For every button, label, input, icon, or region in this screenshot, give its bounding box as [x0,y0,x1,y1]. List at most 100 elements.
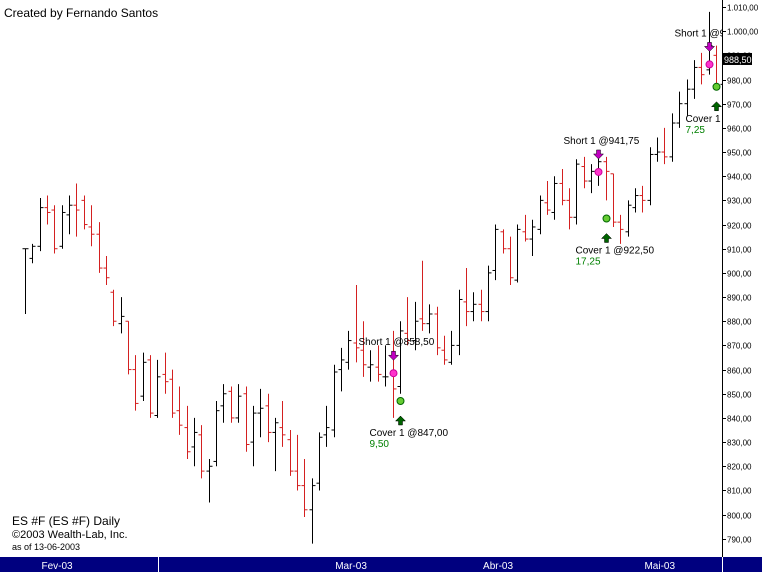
ohlc-bar [698,52,705,85]
ohlc-bar [485,265,492,322]
ohlc-bar [345,330,352,370]
ohlc-bar [96,222,103,273]
ohlc-bar [257,388,264,438]
price-tick-label: 970,00 [727,101,752,110]
ohlc-bar [132,355,139,411]
as-of-date: as of 13-06-2003 [12,542,81,552]
ohlc-bar [522,214,529,242]
ohlc-bar [559,168,566,206]
short-label: Short 1 @858,50 [359,337,435,348]
ohlc-bar [669,113,676,162]
price-tick-label: 980,00 [727,77,752,86]
ohlc-bar [191,417,198,467]
ohlc-bar [448,330,455,365]
price-tick-label: 840,00 [727,415,752,424]
short-arrow-icon [387,350,400,361]
ohlc-bar [463,268,470,327]
ohlc-bar [404,297,411,346]
ohlc-bar [639,185,646,213]
ohlc-bar [507,236,514,285]
ohlc-bar [37,197,44,252]
price-tick-label: 920,00 [727,222,752,231]
ohlc-bar [434,306,441,356]
credit-text: Created by Fernando Santos [4,6,159,20]
ohlc-bar [551,176,558,220]
ohlc-bar [198,425,205,479]
price-tick-label: 910,00 [727,246,752,255]
cover-exit-marker [712,82,721,91]
ohlc-bar [367,350,374,382]
ohlc-bar [287,430,294,476]
ohlc-bar [544,181,551,215]
cover-exit-marker [396,397,405,406]
ohlc-bar [632,188,639,213]
ohlc-bar [184,405,191,460]
ohlc-bar [250,405,257,467]
price-tick-label: 850,00 [727,391,752,400]
ohlc-bar [176,386,183,435]
cover-exit-marker [602,214,611,223]
ohlc-bar [441,335,448,365]
ohlc-bar [44,195,51,225]
symbol-info: ES #F (ES #F) Daily ©2003 Wealth-Lab, In… [12,514,128,552]
ohlc-bar [73,183,80,237]
ohlc-bar [331,364,338,438]
ohlc-bar [419,260,426,331]
short-entry-marker [594,167,603,176]
ohlc-bar [456,289,463,356]
profit-label: 9,50 [370,439,390,450]
ohlc-bar [140,352,147,402]
price-tick-label: 950,00 [727,149,752,158]
ohlc-bar [309,478,316,544]
ohlc-bar [51,205,58,254]
last-price-box [722,52,752,65]
ohlc-bar [154,359,161,418]
ohlc-bar [272,417,279,472]
ohlc-bar [118,297,125,334]
ohlc-bar [617,214,624,244]
last-price-label: 988,50 [724,55,752,65]
ohlc-bar [691,60,698,99]
ohlc-bar [265,393,272,443]
price-axis-background [722,0,762,557]
ohlc-bar [59,205,66,249]
symbol-title: ES #F (ES #F) Daily [12,514,121,528]
price-tick-label: 880,00 [727,318,752,327]
ohlc-bar [397,321,404,394]
ohlc-bar [213,401,220,467]
date-label: Abr-03 [483,561,513,572]
price-tick-label: 790,00 [727,536,752,545]
ohlc-bar [360,321,367,377]
ohlc-bar [220,384,227,423]
short-entry-marker [389,369,398,378]
price-tick-label: 1.010,00 [727,4,759,13]
date-label: Fev-03 [41,561,73,572]
ohlc-bar [323,405,330,447]
ohlc-bar [147,355,154,418]
price-axis: 1.010,001.000,00990,00980,00970,00960,00… [722,0,762,557]
cover-arrow-icon [600,233,613,243]
trade: Short 1 @858,50 Cover 1 @847,009,50 [359,337,449,450]
price-tick-label: 820,00 [727,463,752,472]
ohlc-bar [243,386,250,452]
ohlc-bar [470,292,477,322]
ohlc-bar [206,459,213,503]
ohlc-bar [537,195,544,235]
price-tick-label: 1.000,00 [727,28,759,37]
ohlc-bar [279,401,286,447]
ohlc-bar [81,195,88,230]
short-label: Short 1 @986,2 [675,28,746,39]
ohlc-bar [169,369,176,418]
ohlc-bar [478,289,485,322]
ohlc-bar [375,345,382,382]
price-tick-label: 830,00 [727,439,752,448]
ohlc-bar [610,173,617,227]
ohlc-bar [654,137,661,162]
price-tick-label: 810,00 [727,487,752,496]
ohlc-bar [29,243,36,264]
